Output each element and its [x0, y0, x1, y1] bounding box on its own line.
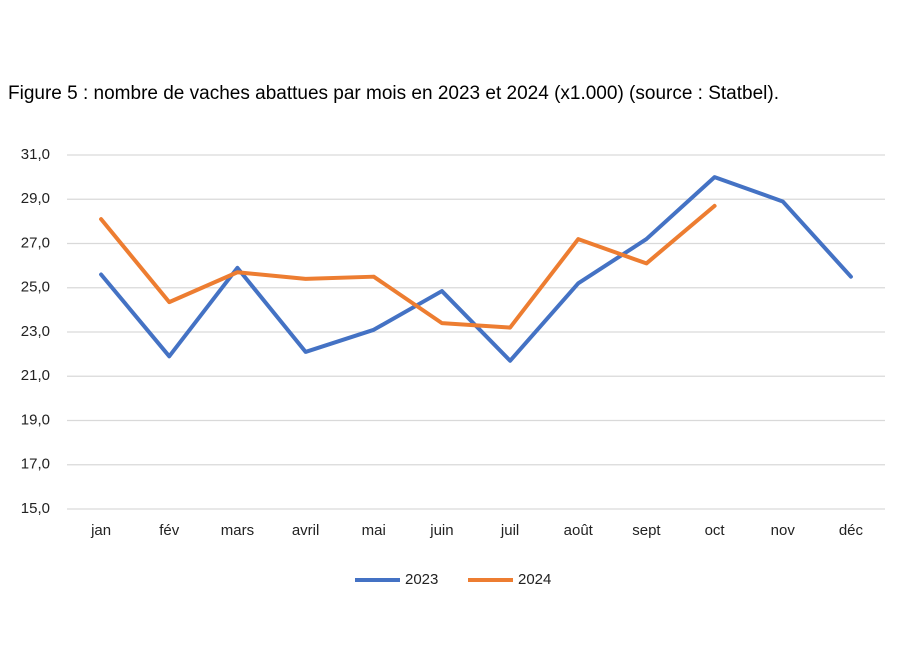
x-tick-label: juil — [500, 522, 519, 539]
y-tick-label: 25,0 — [21, 279, 50, 296]
x-tick-label: fév — [159, 522, 180, 539]
x-tick-label: mars — [221, 522, 254, 539]
legend-label: 2024 — [518, 571, 551, 588]
series-line — [99, 203, 717, 330]
x-tick-label: jan — [90, 522, 111, 539]
chart-title: Figure 5 : nombre de vaches abattues par… — [8, 83, 779, 104]
y-tick-label: 17,0 — [21, 456, 50, 473]
y-tick-label: 29,0 — [21, 190, 50, 207]
y-tick-label: 15,0 — [21, 500, 50, 517]
x-tick-label: nov — [771, 522, 796, 539]
x-tick-label: août — [564, 522, 594, 539]
y-tick-label: 31,0 — [21, 146, 50, 163]
y-tick-label: 27,0 — [21, 234, 50, 251]
x-tick-label: déc — [839, 522, 864, 539]
x-tick-label: avril — [292, 522, 320, 539]
x-tick-label: oct — [705, 522, 726, 539]
y-tick-label: 21,0 — [21, 367, 50, 384]
legend-label: 2023 — [405, 571, 438, 588]
y-tick-label: 23,0 — [21, 323, 50, 340]
x-tick-label: sept — [632, 522, 661, 539]
x-tick-label: juin — [429, 522, 453, 539]
x-tick-label: mai — [362, 522, 386, 539]
y-tick-label: 19,0 — [21, 411, 50, 428]
series-line — [99, 175, 853, 363]
